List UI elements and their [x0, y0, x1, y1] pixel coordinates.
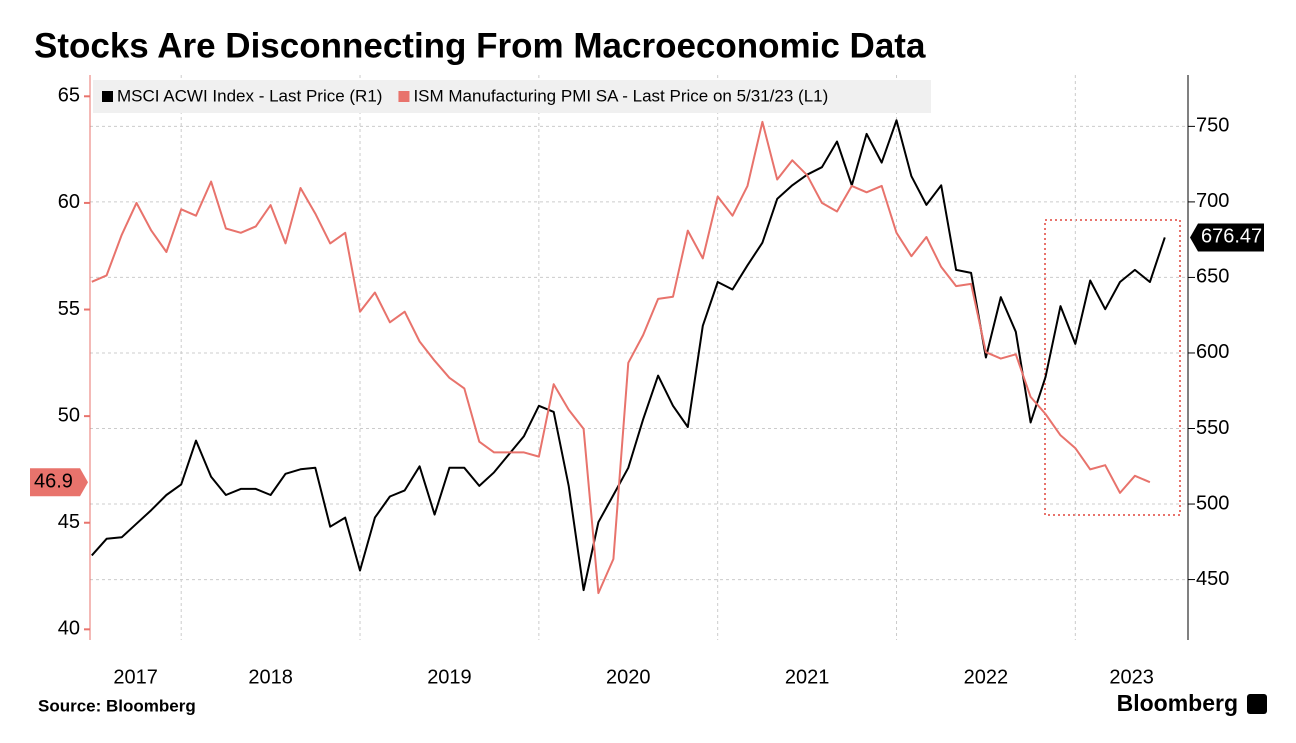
last-value-label: 46.9 [34, 471, 73, 493]
x-tick-label: 2019 [427, 666, 472, 688]
x-tick-label: 2020 [606, 666, 651, 688]
y-tick-label: 55 [58, 298, 80, 320]
legend-swatch [398, 91, 410, 102]
chart-title: Stocks Are Disconnecting From Macroecono… [34, 26, 926, 65]
legend-label: MSCI ACWI Index - Last Price (R1) [117, 86, 382, 105]
y2-tick-label: 500 [1196, 492, 1229, 514]
last-value-box [1190, 223, 1264, 252]
y-tick-label: 65 [58, 85, 80, 107]
y-tick-label: 50 [58, 404, 80, 426]
x-tick-label: 2021 [785, 666, 830, 688]
x-tick-label: 2017 [113, 666, 158, 688]
legend-label: ISM Manufacturing PMI SA - Last Price on… [413, 86, 828, 105]
highlight-box [1044, 219, 1181, 516]
y-tick-label: 45 [58, 511, 80, 533]
brand: Bloomberg [1117, 690, 1238, 716]
y2-tick-label: 650 [1196, 266, 1229, 288]
y2-tick-label: 450 [1196, 568, 1229, 590]
legend-swatch [102, 91, 113, 102]
y2-tick-label: 600 [1196, 341, 1229, 363]
legend-bg [93, 80, 931, 113]
y2-tick-label: 550 [1196, 417, 1229, 439]
series-line [91, 120, 1151, 595]
source: Source: Bloomberg [38, 696, 196, 715]
x-tick-label: 2018 [248, 666, 293, 688]
last-value-label: 676.47 [1201, 226, 1262, 248]
last-value-box [30, 468, 88, 497]
y2-tick-label: 750 [1196, 115, 1229, 137]
x-tick-label: 2023 [1109, 666, 1154, 688]
series-line [91, 119, 1166, 592]
y-tick-label: 60 [58, 191, 80, 213]
x-tick-label: 2022 [964, 666, 1009, 688]
brand-icon [1247, 694, 1267, 714]
y2-tick-label: 700 [1196, 190, 1229, 212]
y-tick-label: 40 [58, 618, 80, 640]
